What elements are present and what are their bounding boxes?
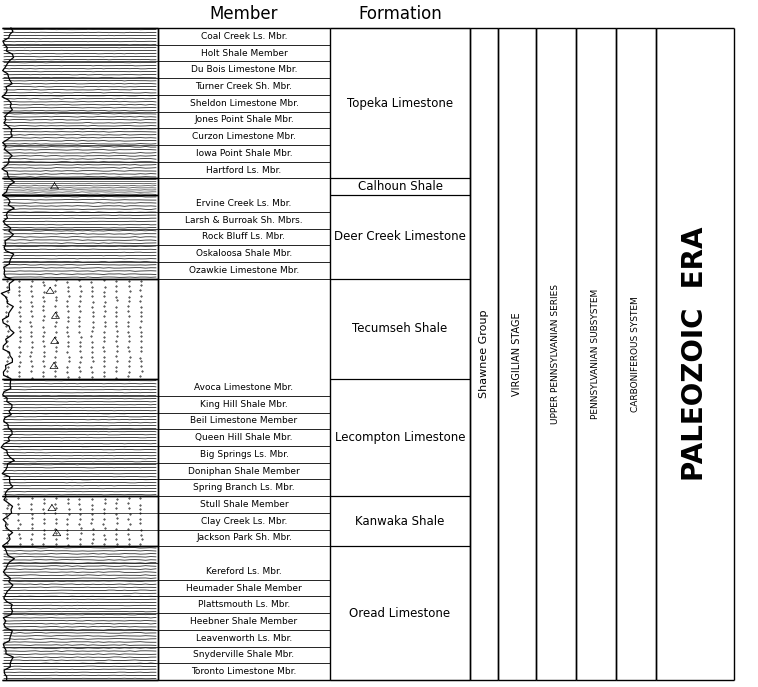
- Text: Kereford Ls. Mbr.: Kereford Ls. Mbr.: [206, 567, 282, 576]
- Text: Ozawkie Limestone Mbr.: Ozawkie Limestone Mbr.: [189, 266, 299, 275]
- Text: Jones Point Shale Mbr.: Jones Point Shale Mbr.: [194, 115, 294, 124]
- Text: Hartford Ls. Mbr.: Hartford Ls. Mbr.: [206, 166, 282, 174]
- Text: CARBONIFEROUS SYSTEM: CARBONIFEROUS SYSTEM: [631, 296, 641, 412]
- Text: Lecompton Limestone: Lecompton Limestone: [335, 431, 465, 444]
- Text: King Hill Shale Mbr.: King Hill Shale Mbr.: [200, 400, 288, 409]
- Text: Oskaloosa Shale Mbr.: Oskaloosa Shale Mbr.: [196, 249, 292, 258]
- Text: Spring Branch Ls. Mbr.: Spring Branch Ls. Mbr.: [193, 483, 295, 493]
- Text: Larsh & Burroak Sh. Mbrs.: Larsh & Burroak Sh. Mbrs.: [185, 216, 302, 225]
- Text: Toronto Limestone Mbr.: Toronto Limestone Mbr.: [191, 667, 296, 676]
- Text: Stull Shale Member: Stull Shale Member: [199, 500, 288, 509]
- Text: Jackson Park Sh. Mbr.: Jackson Park Sh. Mbr.: [196, 533, 292, 543]
- Text: VIRGILIAN STAGE: VIRGILIAN STAGE: [512, 312, 522, 396]
- Text: Turner Creek Sh. Mbr.: Turner Creek Sh. Mbr.: [196, 82, 293, 91]
- Text: Snyderville Shale Mbr.: Snyderville Shale Mbr.: [193, 651, 295, 660]
- Text: Member: Member: [210, 5, 278, 23]
- Text: Oread Limestone: Oread Limestone: [349, 607, 450, 620]
- Text: Clay Creek Ls. Mbr.: Clay Creek Ls. Mbr.: [201, 517, 287, 526]
- Text: Deer Creek Limestone: Deer Creek Limestone: [334, 230, 466, 243]
- Text: Heumader Shale Member: Heumader Shale Member: [186, 583, 302, 593]
- Text: PENNSYLVANIAN SUBSYSTEM: PENNSYLVANIAN SUBSYSTEM: [591, 289, 600, 419]
- Text: Leavenworth Ls. Mbr.: Leavenworth Ls. Mbr.: [196, 633, 292, 643]
- Text: Iowa Point Shale Mbr.: Iowa Point Shale Mbr.: [196, 149, 293, 158]
- Text: Topeka Limestone: Topeka Limestone: [347, 97, 453, 110]
- Text: Doniphan Shale Member: Doniphan Shale Member: [188, 466, 300, 475]
- Text: Kanwaka Shale: Kanwaka Shale: [356, 515, 445, 528]
- Text: Calhoun Shale: Calhoun Shale: [358, 180, 443, 193]
- Text: Du Bois Limestone Mbr.: Du Bois Limestone Mbr.: [191, 65, 297, 74]
- Text: Curzon Limestone Mbr.: Curzon Limestone Mbr.: [192, 132, 296, 141]
- Text: Ervine Creek Ls. Mbr.: Ervine Creek Ls. Mbr.: [196, 199, 292, 208]
- Text: UPPER PENNSYLVANIAN SERIES: UPPER PENNSYLVANIAN SERIES: [552, 284, 560, 424]
- Text: Rock Bluff Ls. Mbr.: Rock Bluff Ls. Mbr.: [202, 232, 286, 241]
- Text: Big Springs Ls. Mbr.: Big Springs Ls. Mbr.: [199, 450, 289, 459]
- Text: Avoca Limestone Mbr.: Avoca Limestone Mbr.: [195, 383, 293, 392]
- Text: Tecumseh Shale: Tecumseh Shale: [352, 322, 448, 335]
- Text: Formation: Formation: [358, 5, 442, 23]
- Text: Beil Limestone Member: Beil Limestone Member: [190, 416, 298, 425]
- Text: Holt Shale Member: Holt Shale Member: [201, 49, 287, 58]
- Text: Shawnee Group: Shawnee Group: [479, 310, 489, 398]
- Text: Heebner Shale Member: Heebner Shale Member: [190, 617, 298, 626]
- Text: Queen Hill Shale Mbr.: Queen Hill Shale Mbr.: [196, 433, 293, 442]
- Text: Plattsmouth Ls. Mbr.: Plattsmouth Ls. Mbr.: [198, 600, 290, 609]
- Text: Sheldon Limestone Mbr.: Sheldon Limestone Mbr.: [190, 99, 299, 108]
- Text: Coal Creek Ls. Mbr.: Coal Creek Ls. Mbr.: [201, 32, 287, 41]
- Text: PALEOZOIC  ERA: PALEOZOIC ERA: [681, 227, 709, 482]
